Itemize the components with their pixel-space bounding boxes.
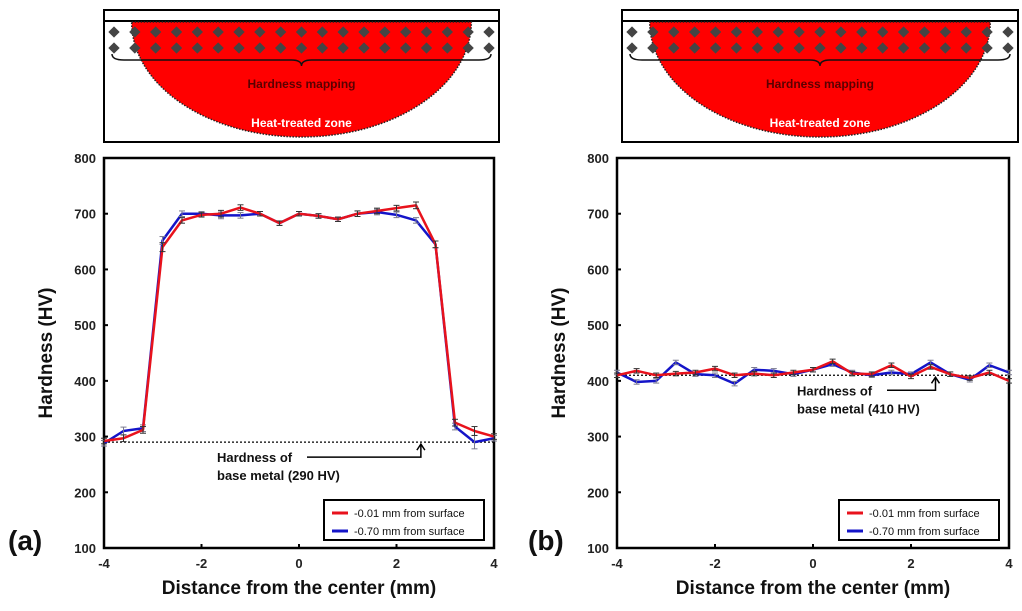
- x-tick-label: -4: [98, 556, 110, 571]
- y-axis-title: Hardness (HV): [36, 288, 57, 419]
- legend-label: -0.01 mm from surface: [869, 508, 980, 520]
- y-tick-label: 100: [74, 541, 96, 556]
- x-tick-label: 2: [393, 556, 400, 571]
- legend-label: -0.01 mm from surface: [354, 508, 465, 520]
- y-tick-label: 700: [587, 207, 609, 222]
- panel-b-svg: Hardness mapping Heat-treated zone 100 200…: [520, 0, 1022, 606]
- mapping-label: Hardness mapping: [247, 77, 355, 91]
- y-tick-label: 300: [74, 430, 96, 445]
- schematic-b: Hardness mapping Heat-treated zone: [622, 10, 1018, 142]
- x-tick-label: 4: [1005, 556, 1013, 571]
- legend-label: -0.70 mm from surface: [869, 526, 980, 538]
- annotation-arrow: [307, 444, 421, 457]
- panel-label-a: (a): [8, 525, 42, 556]
- y-tick-label: 600: [74, 262, 96, 277]
- y-tick-label: 200: [74, 485, 96, 500]
- annotation-line-2: base metal (290 HV): [217, 468, 340, 483]
- legend-label: -0.70 mm from surface: [354, 526, 465, 538]
- y-tick-label: 800: [587, 151, 609, 166]
- plot-frame: [104, 158, 494, 548]
- annotation-line-2: base metal (410 HV): [797, 401, 920, 416]
- x-tick-label: 2: [907, 556, 914, 571]
- plot-frame: [617, 158, 1009, 548]
- zone-label: Heat-treated zone: [770, 116, 871, 130]
- annotation-arrow: [887, 377, 936, 390]
- x-tick-label: 0: [295, 556, 302, 571]
- x-tick-label: -2: [709, 556, 721, 571]
- y-tick-label: 400: [74, 374, 96, 389]
- y-tick-label: 500: [74, 318, 96, 333]
- chart-a: 100 200 300 400 500 600 700 800 -4 -2 0 2 4 Distance …: [36, 151, 498, 599]
- chart-b: 100 200 300 400 500 600 700 800 -4 -2 0 2 4 Distance …: [549, 151, 1013, 599]
- zone-label: Heat-treated zone: [251, 116, 352, 130]
- y-tick-label: 800: [74, 151, 96, 166]
- y-tick-label: 400: [587, 374, 609, 389]
- y-tick-label: 500: [587, 318, 609, 333]
- x-tick-label: -4: [611, 556, 623, 571]
- annotation-line-1: Hardness of: [797, 383, 873, 398]
- y-tick-label: 600: [587, 262, 609, 277]
- x-axis-title: Distance from the center (mm): [162, 578, 437, 599]
- mapping-label: Hardness mapping: [766, 77, 874, 91]
- panel-a-svg: Hardness mapping Heat-treated zone 100 200…: [0, 0, 520, 606]
- x-tick-label: 0: [809, 556, 816, 571]
- y-tick-label: 200: [587, 485, 609, 500]
- panel-b: Hardness mapping Heat-treated zone 100 200…: [520, 0, 1022, 611]
- annotation-line-1: Hardness of: [217, 450, 293, 465]
- panel-a: Hardness mapping Heat-treated zone 100 200…: [0, 0, 520, 611]
- schematic-a: Hardness mapping Heat-treated zone: [104, 10, 499, 142]
- y-tick-label: 300: [587, 430, 609, 445]
- x-tick-label: 4: [490, 556, 498, 571]
- y-tick-label: 100: [587, 541, 609, 556]
- y-tick-label: 700: [74, 207, 96, 222]
- x-tick-label: -2: [196, 556, 208, 571]
- y-axis-title: Hardness (HV): [549, 288, 570, 419]
- x-axis-title: Distance from the center (mm): [676, 578, 951, 599]
- panel-label-b: (b): [528, 525, 564, 556]
